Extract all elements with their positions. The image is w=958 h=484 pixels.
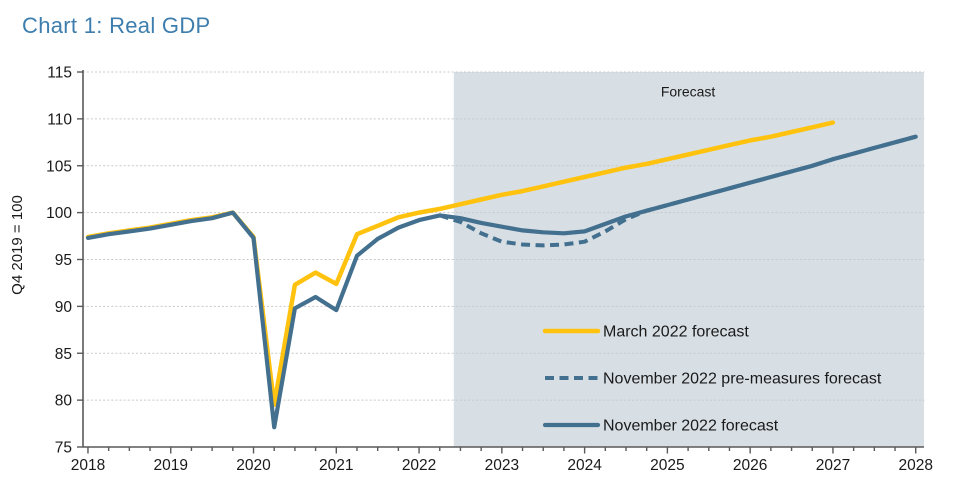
legend-label-november-2022-forecast: November 2022 forecast [603, 418, 779, 435]
y-tick-label-95: 95 [55, 252, 72, 269]
forecast-label: Forecast [661, 83, 716, 99]
y-tick-labels: 75 80 85 90 95 100 105 110 115 [46, 65, 83, 457]
x-tick-label-2019: 2019 [153, 457, 187, 474]
y-tick-label-110: 110 [47, 111, 72, 128]
y-tick-label-115: 115 [47, 65, 72, 82]
x-tick-label-2028: 2028 [898, 457, 932, 474]
x-tick-label-2026: 2026 [733, 457, 767, 474]
legend-label-march-2022-forecast: March 2022 forecast [603, 324, 749, 341]
axes [82, 70, 924, 448]
x-tick-label-2023: 2023 [485, 457, 519, 474]
y-tick-label-105: 105 [46, 158, 72, 175]
x-tick-label-2027: 2027 [816, 457, 850, 474]
y-tick-label-85: 85 [55, 346, 72, 363]
x-tick-label-2025: 2025 [650, 457, 684, 474]
y-axis-label: Q4 2019 = 100 [9, 195, 26, 295]
legend-item-november-2022-pre-measures-forecast: November 2022 pre-measures forecast [545, 371, 882, 388]
chart-title: Chart 1: Real GDP [22, 13, 211, 38]
x-tick-label-2021: 2021 [319, 457, 353, 474]
y-tick-label-100: 100 [46, 205, 72, 222]
x-tick-label-2024: 2024 [567, 457, 602, 474]
legend-label-november-2022-pre-measures-forecast: November 2022 pre-measures forecast [603, 371, 882, 388]
y-tick-label-90: 90 [55, 299, 73, 316]
x-tick-label-2020: 2020 [236, 457, 271, 474]
series-november-2022-forecast [85, 134, 918, 430]
y-tick-label-75: 75 [55, 440, 72, 457]
legend: March 2022 forecast November 2022 pre-mea… [542, 324, 882, 435]
legend-item-november-2022-forecast: November 2022 forecast [542, 418, 779, 435]
x-tick-label-2018: 2018 [71, 457, 105, 474]
legend-item-march-2022-forecast: March 2022 forecast [542, 324, 749, 341]
x-tick-labels: 2018 2019 2020 2021 2022 2023 2024 2025 2026 2027… [71, 447, 933, 474]
y-tick-label-80: 80 [55, 393, 73, 410]
x-tick-label-2022: 2022 [402, 457, 436, 474]
